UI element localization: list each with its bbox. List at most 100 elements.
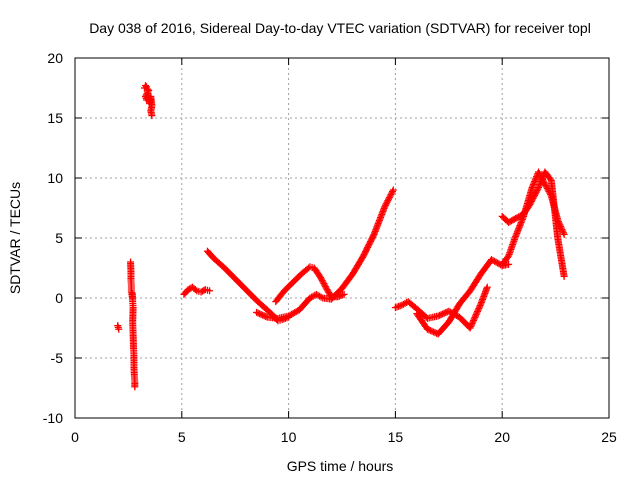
data-point: [131, 383, 139, 391]
data-point: [381, 203, 389, 211]
y-tick-label: 10: [47, 170, 63, 186]
data-point: [259, 311, 267, 319]
data-point: [256, 310, 264, 318]
data-point: [425, 326, 433, 334]
data-point: [257, 310, 265, 318]
data-point: [426, 327, 434, 335]
x-tick-label: 15: [388, 429, 404, 445]
data-point: [320, 280, 328, 288]
data-point: [533, 187, 541, 195]
x-axis-label: GPS time / hours: [287, 458, 394, 474]
data-point: [467, 323, 475, 330]
data-point: [253, 308, 261, 316]
data-point: [476, 302, 484, 309]
data-point: [262, 313, 270, 321]
x-tick-label: 5: [178, 429, 186, 445]
data-point: [467, 321, 475, 329]
data-point: [560, 272, 568, 280]
data-point: [559, 229, 567, 237]
y-tick-label: 5: [55, 230, 63, 246]
y-tick-label: -10: [43, 410, 63, 426]
series-arc-7: [498, 168, 568, 280]
data-point: [317, 274, 325, 282]
data-point: [423, 325, 431, 333]
data-point: [470, 315, 478, 323]
data-point: [468, 320, 476, 327]
x-tick-labels: 0 5 10 15 20 25: [71, 429, 617, 445]
data-point: [206, 287, 214, 295]
data-point: [321, 281, 329, 289]
data-point: [385, 195, 393, 203]
data-point: [191, 286, 199, 294]
y-tick-label: -5: [51, 350, 64, 366]
data-point: [440, 309, 448, 317]
data-point: [526, 200, 534, 208]
data-point: [527, 199, 535, 207]
data-point: [534, 185, 542, 193]
data-point: [254, 309, 262, 317]
data-point: [474, 308, 482, 315]
data-point: [381, 201, 389, 209]
data-point: [560, 230, 568, 238]
data-point: [428, 327, 436, 335]
series-arc-1: [203, 247, 293, 325]
data-point: [430, 328, 438, 336]
data-point: [384, 197, 392, 205]
data-point: [389, 186, 397, 194]
data-point: [529, 194, 537, 202]
data-point: [383, 198, 391, 206]
data-point: [471, 314, 479, 321]
data-point: [148, 112, 156, 120]
data-point: [319, 278, 327, 286]
x-tick-label: 0: [71, 429, 79, 445]
data-point: [531, 191, 539, 199]
series-arc-3: [272, 263, 348, 306]
data-point: [141, 82, 149, 90]
data-point: [528, 196, 536, 204]
y-axis-label: SDTVAR / TECUs: [7, 182, 23, 294]
data-point: [472, 312, 479, 320]
y-tick-labels: -10 -5 0 5 10 15 20: [43, 50, 63, 426]
data-point: [546, 175, 554, 183]
y-tick-label: 20: [47, 50, 63, 66]
series-arc-early: [180, 283, 214, 298]
x-tick-label: 20: [494, 429, 510, 445]
data-point: [385, 194, 393, 202]
data-point: [382, 200, 390, 208]
data-point: [436, 311, 444, 319]
data-point: [475, 305, 483, 312]
series-early-isolated: [114, 322, 123, 333]
data-point: [388, 188, 396, 196]
data-point: [387, 191, 395, 199]
grid: [75, 58, 609, 418]
data-point: [473, 309, 481, 317]
series-high-cluster: [140, 82, 156, 120]
data-point: [466, 324, 474, 332]
series-arc-4: [391, 283, 491, 332]
data-point: [474, 306, 482, 314]
data-point: [472, 311, 480, 318]
y-tick-label: 0: [55, 290, 63, 306]
axis-ticks: [74, 57, 610, 419]
series-vertical-cluster: [127, 258, 139, 391]
series-arc-5: [413, 256, 513, 338]
data-point: [434, 312, 442, 320]
data-point: [260, 312, 268, 320]
x-tick-label: 25: [601, 429, 617, 445]
chart-title: Day 038 of 2016, Sidereal Day-to-day VTE…: [89, 20, 591, 36]
data-point: [504, 253, 512, 261]
data-point: [530, 193, 538, 201]
data-point: [386, 192, 394, 200]
data-points: [114, 82, 568, 391]
data-point: [317, 275, 325, 283]
data-point: [317, 293, 325, 301]
data-point: [437, 311, 445, 319]
data-point: [469, 317, 477, 324]
data-point: [532, 188, 540, 196]
data-point: [115, 325, 123, 333]
data-point: [535, 168, 543, 176]
data-point: [340, 290, 348, 298]
data-point: [318, 277, 326, 285]
data-point: [483, 283, 491, 291]
